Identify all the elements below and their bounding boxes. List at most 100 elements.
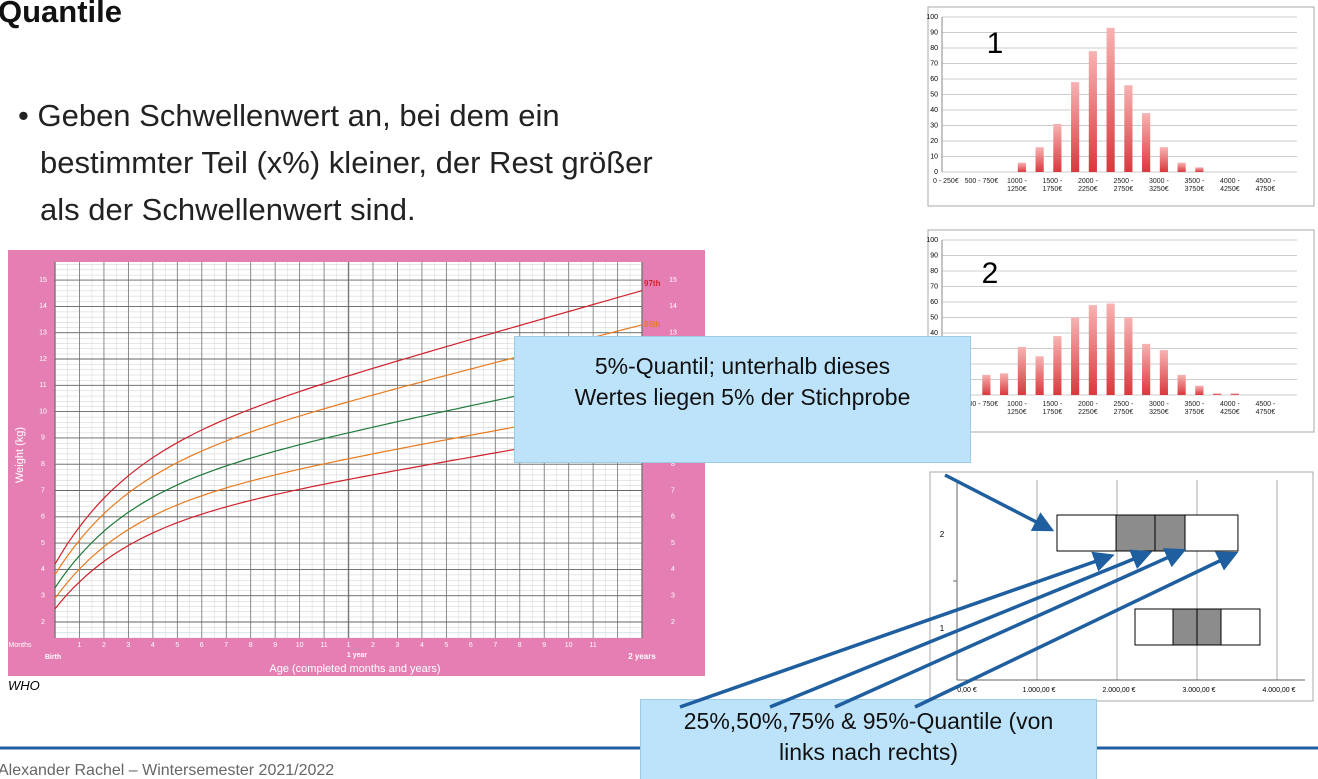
bar (1088, 305, 1097, 395)
bar (1000, 373, 1009, 395)
x-tick-label: 5 (444, 642, 448, 649)
bar (1142, 113, 1151, 172)
histogram-label: 2 (982, 257, 999, 290)
y-tick-label: 2 (41, 619, 45, 626)
y-tick-label: 50 (930, 91, 938, 98)
y-tick-label: 60 (930, 299, 938, 306)
category-label: 1500 - 1750€ (1042, 401, 1063, 416)
x-tick-label: 10 (565, 642, 573, 649)
y-tick-label: 7 (671, 487, 675, 494)
category-label: 2000 - 2250€ (1077, 178, 1098, 193)
x-tick-label: 9 (542, 642, 546, 649)
y-tick-label: 90 (930, 29, 938, 36)
category-label: 2500 - 2750€ (1113, 401, 1134, 416)
bar (1124, 317, 1133, 395)
y-tick-label: 40 (930, 107, 938, 114)
x-tick-label: 7 (493, 642, 497, 649)
x-tick-label: 5 (175, 642, 179, 649)
category-label: 4500 - 4750€ (1255, 178, 1276, 193)
y-tick-label: 2 (671, 619, 675, 626)
x-tick-label: 1.000,00 € (1022, 687, 1055, 694)
x-tick-label: 0,00 € (957, 687, 977, 694)
y-tick-label: 9 (41, 435, 45, 442)
slide-title: Quantile (0, 0, 123, 29)
bar (1088, 51, 1097, 172)
y-tick-label: 1 (940, 624, 945, 633)
bar (1017, 162, 1026, 172)
category-label: 2000 - 2250€ (1077, 401, 1098, 416)
y-tick-label: 7 (41, 487, 45, 494)
bar (1106, 303, 1115, 395)
y-tick-label: 80 (930, 268, 938, 275)
y-tick-label: 8 (41, 461, 45, 468)
y-tick-label: 6 (41, 514, 45, 521)
x-tick-label: 1 year (347, 652, 368, 659)
bar (1230, 393, 1239, 395)
bar (1195, 167, 1204, 172)
y-tick-label: 90 (930, 252, 938, 259)
bar (1177, 162, 1186, 172)
curve-label: 97th (644, 279, 661, 288)
y-tick-label: 100 (926, 14, 938, 21)
x-tick-label: 4 (420, 642, 424, 649)
category-label: 1500 - 1750€ (1042, 178, 1063, 193)
x-tick-label: 1 (78, 642, 82, 649)
callout: 25%,50%,75% & 95%-Quantile (von links na… (640, 699, 1097, 779)
x-tick-label: Months (9, 642, 32, 649)
category-label: 0 - 250€ (933, 178, 959, 185)
bar (1177, 374, 1186, 395)
y-tick-label: 0 (934, 169, 938, 176)
x-tick-label: 7 (224, 642, 228, 649)
bar (1035, 356, 1044, 395)
bar (1053, 336, 1062, 395)
y-tick-label: 11 (39, 382, 46, 389)
bar (1159, 147, 1168, 172)
x-tick-label: 6 (469, 642, 473, 649)
x-tick-label: Birth (45, 654, 61, 661)
y-tick-label: 10 (930, 153, 938, 160)
bar (1106, 27, 1115, 172)
x-tick-label: 1 (347, 642, 351, 649)
x-tick-label: 6 (200, 642, 204, 649)
y-tick-label: 30 (930, 122, 938, 129)
category-label: 3500 - 3750€ (1184, 401, 1205, 416)
bar (1017, 346, 1026, 395)
y-tick-label: 15 (669, 277, 677, 284)
quartile-box (1115, 514, 1186, 552)
bar (1071, 82, 1080, 172)
x-tick-label: 8 (518, 642, 522, 649)
x-axis-label: Age (completed months and years) (269, 663, 440, 675)
y-tick-label: 4 (671, 566, 675, 573)
bar (982, 374, 991, 395)
y-tick-label: 2 (940, 530, 945, 539)
curve-label: 85th (644, 320, 661, 329)
y-tick-label: 5 (671, 540, 675, 547)
y-tick-label: 100 (926, 237, 938, 244)
percentile-curve (54, 290, 643, 565)
x-tick-label: 2 (371, 642, 375, 649)
y-tick-label: 15 (39, 277, 47, 284)
y-tick-label: 14 (39, 303, 47, 310)
footer: Alexander Rachel – Wintersemester 2021/2… (0, 762, 335, 779)
x-tick-label: 2.000,00 € (1102, 687, 1135, 694)
category-label: 1000 - 1250€ (1006, 178, 1027, 193)
y-tick-label: 3 (671, 593, 675, 600)
bar (1035, 147, 1044, 172)
x-tick-label: 3.000,00 € (1182, 687, 1215, 694)
y-tick-label: 3 (41, 593, 45, 600)
callout: 5%-Quantil; unterhalb dieses Wertes lieg… (514, 336, 971, 463)
y-tick-label: 6 (671, 514, 675, 521)
y-tick-label: 14 (669, 303, 677, 310)
histogram-frame (927, 229, 1315, 433)
x-tick-label: 3 (126, 642, 130, 649)
y-tick-label: 4 (41, 566, 45, 573)
category-label: 2500 - 2750€ (1113, 178, 1134, 193)
y-tick-label: 20 (930, 138, 938, 145)
x-tick-label: 11 (589, 642, 596, 649)
histogram-frame (927, 6, 1315, 207)
x-tick-label: 11 (320, 642, 327, 649)
y-axis-label: Weight (kg) (14, 427, 26, 483)
bar (1213, 393, 1222, 395)
x-tick-label: 3 (395, 642, 399, 649)
category-label: 1000 - 1250€ (1006, 401, 1027, 416)
